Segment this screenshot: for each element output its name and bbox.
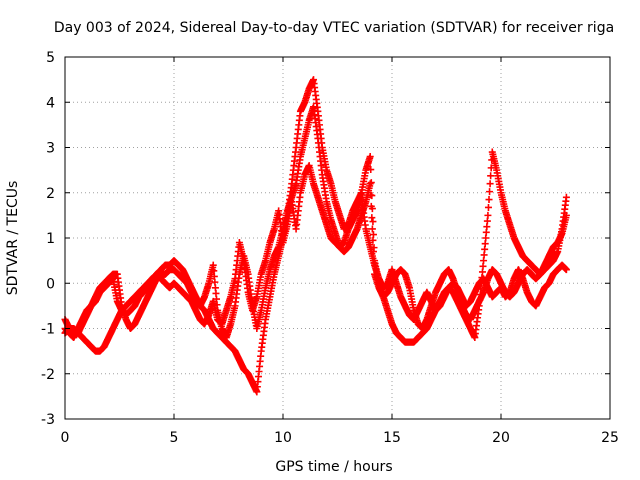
data-point bbox=[562, 266, 570, 274]
x-tick-label: 10 bbox=[274, 430, 292, 446]
y-axis-title: SDTVAR / TECUs bbox=[5, 181, 21, 296]
y-tick-label: -1 bbox=[41, 322, 55, 338]
data-point bbox=[367, 166, 375, 174]
data-points bbox=[61, 76, 570, 396]
x-tick-label: 20 bbox=[492, 430, 510, 446]
data-point bbox=[366, 153, 374, 161]
axis-ticks: 0 5 10 15 20 25 -3 -2 -1 0 1 2 3 4 5 bbox=[41, 50, 619, 446]
data-point bbox=[485, 196, 493, 204]
data-point bbox=[562, 193, 570, 201]
y-tick-label: 2 bbox=[46, 186, 55, 202]
y-tick-label: 5 bbox=[46, 50, 55, 66]
data-point bbox=[484, 211, 492, 219]
data-point bbox=[367, 202, 375, 210]
data-point bbox=[562, 211, 570, 219]
data-point bbox=[486, 180, 494, 188]
y-tick-label: -3 bbox=[41, 412, 55, 428]
y-tick-label: 1 bbox=[46, 231, 55, 247]
y-tick-label: 3 bbox=[46, 141, 55, 157]
y-tick-label: 0 bbox=[46, 276, 55, 292]
data-point bbox=[484, 203, 492, 211]
x-tick-label: 25 bbox=[601, 430, 619, 446]
x-axis-title: GPS time / hours bbox=[275, 459, 392, 475]
data-point bbox=[366, 180, 374, 188]
x-tick-label: 15 bbox=[383, 430, 401, 446]
data-point bbox=[487, 172, 495, 180]
data-point bbox=[369, 218, 377, 226]
data-point bbox=[486, 188, 494, 196]
data-point bbox=[368, 225, 376, 233]
data-point bbox=[368, 214, 376, 222]
data-point bbox=[367, 191, 375, 199]
chart-title: Day 003 of 2024, Sidereal Day-to-day VTE… bbox=[54, 20, 614, 36]
x-tick-label: 5 bbox=[170, 430, 179, 446]
x-tick-label: 0 bbox=[61, 430, 70, 446]
y-tick-label: 4 bbox=[46, 95, 55, 111]
series-track-3 bbox=[61, 162, 570, 342]
y-tick-label: -2 bbox=[41, 367, 55, 383]
